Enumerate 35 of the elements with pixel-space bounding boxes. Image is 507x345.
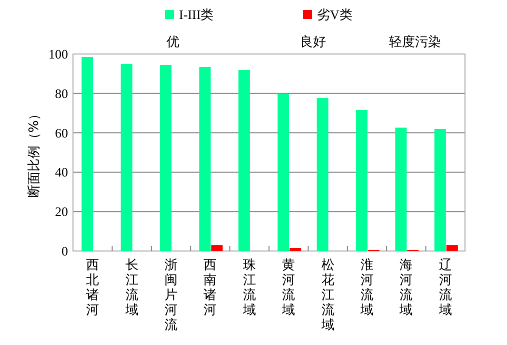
x-tick-label: 西北诸河 <box>86 258 100 318</box>
bar <box>120 64 132 251</box>
bar <box>290 248 302 251</box>
bar <box>278 94 290 251</box>
x-tick-label: 黄河流域 <box>281 258 296 318</box>
x-tick-label: 浙闽片河流 <box>164 258 178 333</box>
bar <box>434 129 446 251</box>
bar <box>395 128 407 251</box>
x-tick-label: 珠江流域 <box>242 258 256 318</box>
y-axis-title: 断面比例（%） <box>27 107 42 198</box>
x-tick-label: 西南诸河 <box>204 258 217 318</box>
legend-label: 劣V类 <box>317 7 352 22</box>
bar <box>316 98 328 251</box>
text: 良好 <box>300 35 326 50</box>
y-tick-label: 80 <box>55 86 68 101</box>
y-tick-label: 20 <box>55 204 68 220</box>
bar <box>211 245 223 251</box>
x-tick-label: 松花江流域 <box>320 258 334 333</box>
x-tick-label: 海河流域 <box>398 258 413 318</box>
y-tick-label: 100 <box>48 46 68 62</box>
bar <box>160 65 172 251</box>
text: 轻度污染 <box>389 34 441 50</box>
y-tick-label: 60 <box>55 125 68 140</box>
text: 优 <box>166 35 180 50</box>
x-tick-label: 长江流域 <box>124 258 138 318</box>
legend-label: I-III类 <box>179 7 214 22</box>
x-tick-label: 辽河流域 <box>438 258 452 318</box>
bar <box>446 245 458 251</box>
bar <box>82 56 94 251</box>
bar <box>238 70 250 251</box>
y-tick-label: 40 <box>55 164 68 180</box>
bar <box>199 67 211 251</box>
x-tick-label: 淮河流域 <box>360 258 374 318</box>
y-tick-label: 0 <box>62 244 68 258</box>
bar <box>356 110 368 251</box>
